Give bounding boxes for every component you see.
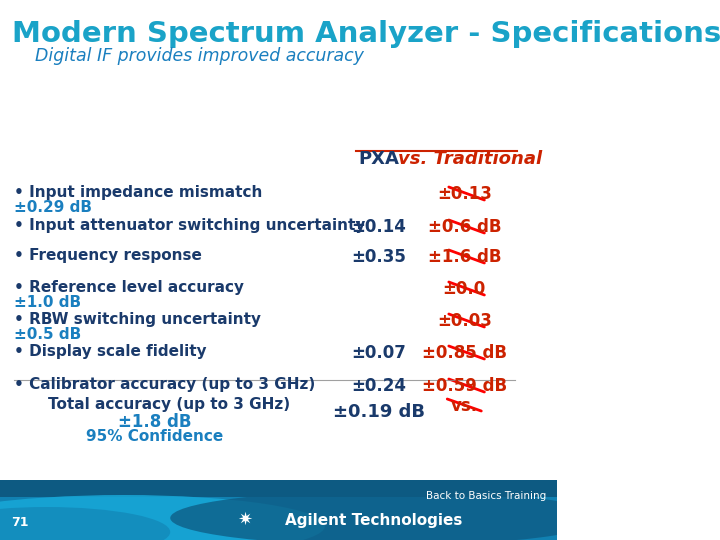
Text: vs. Traditional: vs. Traditional (398, 150, 543, 168)
Text: Total accuracy (up to 3 GHz): Total accuracy (up to 3 GHz) (48, 397, 289, 412)
Text: • Input impedance mismatch: • Input impedance mismatch (14, 185, 262, 200)
Text: Back to Basics Training: Back to Basics Training (426, 491, 546, 501)
Text: • Display scale fidelity: • Display scale fidelity (14, 344, 207, 359)
Text: • Calibrator accuracy (up to 3 GHz): • Calibrator accuracy (up to 3 GHz) (14, 377, 315, 392)
Text: ±0.03: ±0.03 (437, 312, 492, 330)
Text: ±0.85 dB: ±0.85 dB (422, 344, 507, 362)
Bar (0, 480, 557, 540)
Text: vs.: vs. (451, 397, 478, 415)
Text: Digital IF provides improved accuracy: Digital IF provides improved accuracy (35, 47, 364, 65)
Text: Modern Spectrum Analyzer - Specifications: Modern Spectrum Analyzer - Specification… (12, 20, 720, 48)
Text: ±0.13: ±0.13 (437, 185, 492, 203)
Text: 71: 71 (11, 516, 28, 529)
Text: ±0.14: ±0.14 (351, 218, 407, 236)
Text: ±1.0 dB: ±1.0 dB (14, 295, 81, 310)
Text: ±0.24: ±0.24 (351, 377, 407, 395)
Text: • RBW switching uncertainty: • RBW switching uncertainty (14, 312, 261, 327)
Ellipse shape (170, 490, 603, 540)
Text: ±1.8 dB: ±1.8 dB (118, 413, 192, 431)
Text: ±0.07: ±0.07 (351, 344, 407, 362)
Text: ±0.35: ±0.35 (351, 248, 407, 266)
Text: ±1.6 dB: ±1.6 dB (428, 248, 501, 266)
Text: ±0.0: ±0.0 (443, 280, 486, 298)
Text: Agilent Technologies: Agilent Technologies (284, 512, 462, 528)
Text: PXA: PXA (359, 150, 400, 168)
Text: • Frequency response: • Frequency response (14, 248, 202, 263)
Ellipse shape (0, 507, 170, 540)
Text: • Reference level accuracy: • Reference level accuracy (14, 280, 244, 295)
Text: ±0.59 dB: ±0.59 dB (422, 377, 507, 395)
Text: 95% Confidence: 95% Confidence (86, 429, 223, 444)
Text: ±0.29 dB: ±0.29 dB (14, 200, 92, 215)
Text: ±0.5 dB: ±0.5 dB (14, 327, 81, 342)
Text: ±0.19 dB: ±0.19 dB (333, 403, 425, 421)
Text: ✷: ✷ (237, 511, 252, 529)
Text: • Input attenuator switching uncertainty: • Input attenuator switching uncertainty (14, 218, 365, 233)
Text: ±0.6 dB: ±0.6 dB (428, 218, 501, 236)
Bar (0, 497, 557, 540)
Ellipse shape (0, 495, 325, 540)
